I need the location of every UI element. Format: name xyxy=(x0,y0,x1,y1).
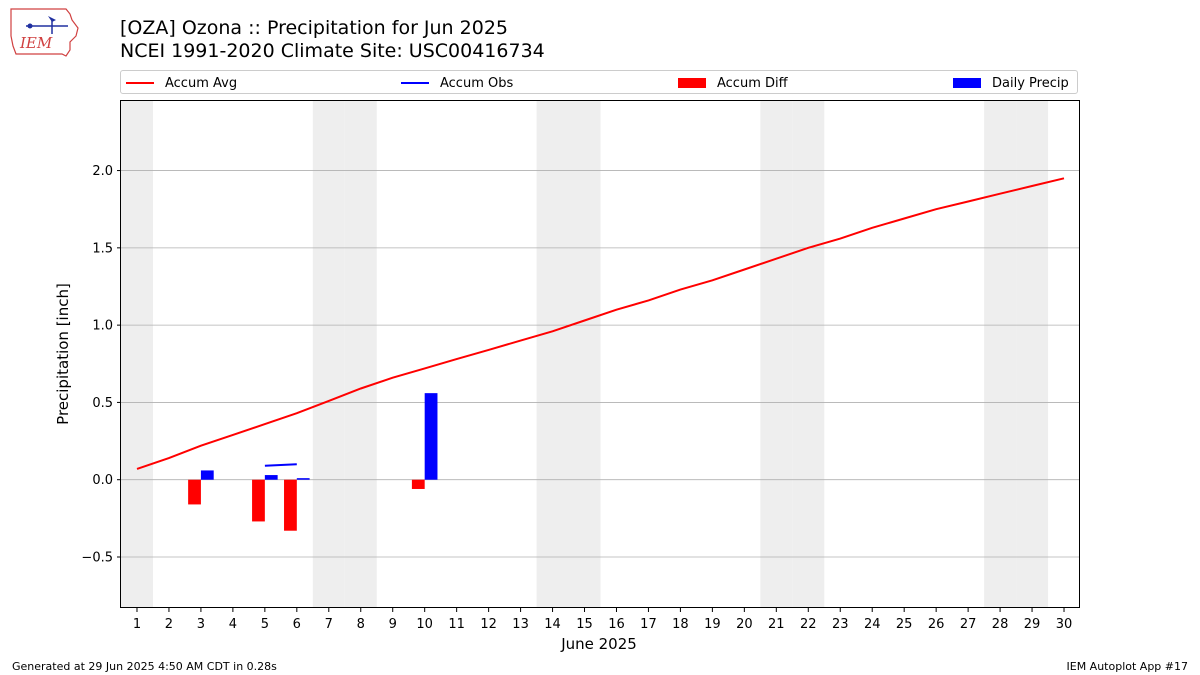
x-tick-label: 19 xyxy=(704,617,721,632)
x-axis-ticks: 1 2 3 4 5 6 7 8 9 10 11 12 13 14 15 16 17 18 19 20 21 22 23 24 2… xyxy=(133,608,1072,632)
x-tick-label: 30 xyxy=(1056,617,1073,632)
x-tick-label: 16 xyxy=(608,617,625,632)
plot-frame xyxy=(120,100,1080,608)
accum-diff-bar-day-10 xyxy=(411,479,425,489)
x-tick-label: 13 xyxy=(512,617,529,632)
accum-obs-line xyxy=(264,463,297,467)
chart-title-line2: NCEI 1991-2020 Climate Site: USC00416734 xyxy=(120,40,545,62)
x-tick-label: 6 xyxy=(293,617,301,632)
legend-item-accum-obs: Accum Obs xyxy=(401,71,513,95)
y-tick-label: 0.5 xyxy=(92,396,113,411)
bars xyxy=(188,393,438,531)
x-tick-label: 25 xyxy=(896,617,913,632)
anemometer-cup xyxy=(27,23,33,29)
legend-label-accum-diff: Accum Diff xyxy=(717,75,788,91)
x-tick-label: 23 xyxy=(832,617,849,632)
chart-legend: Accum Avg Accum Obs Accum Diff Daily Pre… xyxy=(120,70,1078,94)
x-tick-label: 9 xyxy=(389,617,397,632)
accum-diff-bar-day-3 xyxy=(188,479,201,505)
wind-vane xyxy=(48,16,56,22)
legend-label-accum-obs: Accum Obs xyxy=(440,75,514,91)
y-tick-label: 2.0 xyxy=(92,164,113,179)
x-tick-label: 2 xyxy=(165,617,173,632)
iem-logo: IEM xyxy=(10,8,79,57)
accum-diff-bar-day-6 xyxy=(284,479,297,531)
accum-avg-line xyxy=(136,177,1065,470)
y-axis-label: Precipitation [inch] xyxy=(54,283,72,425)
weekend-band-1 xyxy=(121,101,153,608)
daily-precip-bar-day-5 xyxy=(264,475,278,480)
generated-timestamp: Generated at 29 Jun 2025 4:50 AM CDT in … xyxy=(12,660,277,673)
y-axis-ticks: −0.5 0.0 0.5 1.0 1.5 2.0 xyxy=(81,164,121,565)
legend-label-daily-precip: Daily Precip xyxy=(992,75,1069,91)
x-tick-label: 21 xyxy=(768,617,785,632)
x-tick-label: 4 xyxy=(229,617,237,632)
y-tick-label: 1.5 xyxy=(92,241,113,256)
x-tick-label: 8 xyxy=(357,617,365,632)
iowa-state-outline xyxy=(10,8,79,57)
x-tick-label: 26 xyxy=(928,617,945,632)
x-tick-label: 14 xyxy=(544,617,561,632)
weekend-band-21 xyxy=(760,101,793,608)
autoplot-app-label: IEM Autoplot App #17 xyxy=(1066,660,1189,673)
x-tick-label: 10 xyxy=(416,617,433,632)
chart-title-line1: [OZA] Ozona :: Precipitation for Jun 202… xyxy=(120,17,508,39)
x-tick-label: 22 xyxy=(800,617,817,632)
x-tick-label: 28 xyxy=(992,617,1009,632)
weekend-band-7 xyxy=(312,101,345,608)
x-tick-label: 27 xyxy=(960,617,977,632)
x-tick-label: 15 xyxy=(576,617,593,632)
y-tick-label: −0.5 xyxy=(81,550,113,565)
x-tick-label: 29 xyxy=(1024,617,1041,632)
x-tick-label: 18 xyxy=(672,617,689,632)
weekend-band-22 xyxy=(792,101,825,608)
accum-diff-bar-day-5 xyxy=(252,479,265,522)
series-lines xyxy=(136,177,1065,470)
weekend-band-29 xyxy=(1016,101,1049,608)
x-tick-label: 12 xyxy=(480,617,497,632)
legend-item-daily-precip: Daily Precip xyxy=(953,71,1069,95)
x-tick-label: 1 xyxy=(133,617,141,632)
y-tick-label: 0.0 xyxy=(92,473,113,488)
legend-swatch-daily-precip xyxy=(953,78,981,88)
legend-swatch-accum-obs xyxy=(401,82,429,84)
weekend-band-8 xyxy=(344,101,377,608)
y-tick-label: 1.0 xyxy=(92,319,113,334)
daily-precip-bar-day-3 xyxy=(200,470,214,480)
grid-lines xyxy=(121,170,1080,558)
x-tick-label: 17 xyxy=(640,617,657,632)
legend-label-accum-avg: Accum Avg xyxy=(165,75,238,91)
daily-precip-bar-day-10 xyxy=(424,393,438,480)
x-tick-label: 20 xyxy=(736,617,753,632)
x-tick-label: 5 xyxy=(261,617,269,632)
legend-item-accum-diff: Accum Diff xyxy=(678,71,788,95)
x-tick-label: 11 xyxy=(448,617,465,632)
weekend-band-15 xyxy=(568,101,601,608)
weekend-band-28 xyxy=(984,101,1017,608)
legend-item-accum-avg: Accum Avg xyxy=(126,71,237,95)
x-axis-label: June 2025 xyxy=(560,635,637,653)
weekend-bands xyxy=(121,101,1049,608)
daily-precip-bar-day-6 xyxy=(296,478,310,480)
weekend-band-14 xyxy=(536,101,569,608)
x-tick-label: 3 xyxy=(197,617,205,632)
logo-text: IEM xyxy=(19,34,53,52)
legend-swatch-accum-diff xyxy=(678,78,706,88)
legend-swatch-accum-avg xyxy=(126,82,154,84)
x-tick-label: 7 xyxy=(325,617,333,632)
x-tick-label: 24 xyxy=(864,617,881,632)
